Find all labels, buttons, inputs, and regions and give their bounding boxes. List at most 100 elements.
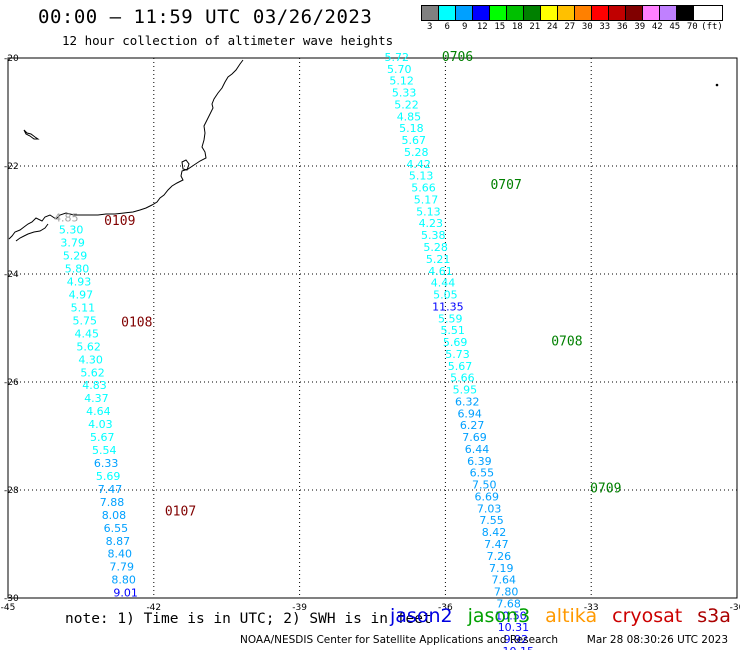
island-trindade <box>715 83 719 87</box>
color-swatch-42 <box>643 6 660 20</box>
swh-value: 7.55 <box>479 514 504 527</box>
time-label: 0108 <box>121 316 152 331</box>
swh-value: 7.69 <box>462 431 487 444</box>
swh-value: 5.75 <box>73 314 98 327</box>
swh-value: 5.59 <box>438 312 463 325</box>
swh-value: 5.17 <box>414 193 439 206</box>
lon-label: -30 <box>730 603 740 613</box>
swh-value: 4.85 <box>397 110 422 123</box>
coastline <box>8 59 719 242</box>
color-scale-tick: 6 <box>444 22 450 32</box>
swh-value: 5.28 <box>404 146 429 159</box>
swh-value: 6.33 <box>94 457 119 470</box>
swh-value: 4.44 <box>431 277 456 290</box>
swh-value: 4.30 <box>78 353 103 366</box>
color-swatch-70 <box>677 6 694 20</box>
swh-value: 6.55 <box>104 522 129 535</box>
swh-value: 7.79 <box>109 561 134 574</box>
color-scale-tick: 27 <box>564 22 576 32</box>
swh-value: 5.67 <box>90 431 115 444</box>
swh-value: 4.93 <box>67 276 92 289</box>
swh-value: 5.69 <box>443 336 468 349</box>
color-swatch-30 <box>575 6 592 20</box>
footer-note: note: 1) Time is in UTC; 2) SWH is in fe… <box>65 611 432 627</box>
time-label: 0709 <box>590 481 621 496</box>
lat-label: -20 <box>4 54 19 64</box>
swh-value: 5.67 <box>402 134 427 147</box>
color-swatch-3 <box>422 6 439 20</box>
swh-value: 4.64 <box>86 405 111 418</box>
swh-value: 11.35 <box>432 300 464 313</box>
swh-value: 8.08 <box>102 509 127 522</box>
swh-value: 6.39 <box>467 455 492 468</box>
color-scale-tick: 9 <box>462 22 468 32</box>
swh-value: 5.66 <box>450 372 475 385</box>
swh-value: 5.73 <box>445 348 470 361</box>
color-scale-tick: 24 <box>546 22 558 32</box>
time-label: 0107 <box>165 505 196 520</box>
color-swatch-33 <box>592 6 609 20</box>
swh-value: 10.15 <box>503 645 535 650</box>
swh-value: 5.13 <box>416 205 441 218</box>
swh-value: 5.54 <box>92 444 117 457</box>
swh-value: 5.18 <box>399 122 424 135</box>
swh-value: 7.50 <box>472 479 497 492</box>
color-scale-swatches <box>421 5 723 21</box>
lat-label: -22 <box>4 162 19 172</box>
swh-value: 5.51 <box>440 324 465 337</box>
swh-value: 7.26 <box>487 550 512 563</box>
swh-value: 5.67 <box>448 360 473 373</box>
swh-value: 5.66 <box>411 182 436 195</box>
swh-value: 10.50 <box>495 609 527 622</box>
color-swatch-27 <box>558 6 575 20</box>
time-label: 0109 <box>104 214 135 229</box>
lon-label: -42 <box>146 603 161 613</box>
swh-value: 4.37 <box>84 392 109 405</box>
swh-value: 3.79 <box>60 237 85 250</box>
swh-value: 7.88 <box>100 496 125 509</box>
color-scale-bar: 3 6 9 12 15 18 21 24 27 30 33 36 39 42 45 70 (ft) <box>421 5 723 32</box>
track-east: 5.725.705.125.335.224.855.185.675.284.42… <box>385 50 622 650</box>
color-scale-tick: 12 <box>476 22 488 32</box>
lon-label: -45 <box>1 603 16 613</box>
swh-value: 6.94 <box>457 407 482 420</box>
color-swatch-6 <box>439 6 456 20</box>
color-scale-tick: 70 <box>686 22 698 32</box>
swh-value: 7.80 <box>494 586 519 599</box>
color-swatch-36 <box>609 6 626 20</box>
color-swatch-9 <box>456 6 473 20</box>
altimeter-tracks: 4.855.303.795.295.804.934.975.115.754.45… <box>54 50 621 650</box>
map-grid: -20-22-24-26-28-30-45-42-39-36-33-30 <box>1 54 740 613</box>
satellite-legend: jason2 jason3 altika cryosat s3a <box>390 605 731 627</box>
swh-value: 7.47 <box>484 538 509 551</box>
swh-value: 9.01 <box>113 587 138 600</box>
coastline-bay <box>15 223 49 242</box>
swh-value: 8.40 <box>108 548 133 561</box>
swh-value: 5.62 <box>76 340 101 353</box>
swh-value: 5.11 <box>71 301 96 314</box>
swh-value: 5.22 <box>394 98 419 111</box>
swh-value: 6.69 <box>474 490 499 503</box>
swh-value: 7.03 <box>477 502 502 515</box>
color-scale-tick: 18 <box>511 22 523 32</box>
color-scale-labels: 3 6 9 12 15 18 21 24 27 30 33 36 39 42 45 70 (ft) <box>421 22 723 32</box>
swh-value: 4.23 <box>419 217 444 230</box>
swh-value: 5.95 <box>453 384 478 397</box>
lat-label: -30 <box>4 594 19 604</box>
legend-altika: altika <box>545 605 598 627</box>
lat-label: -28 <box>4 486 19 496</box>
color-swatch-21 <box>524 6 541 20</box>
legend-jason2: jason2 <box>390 605 453 627</box>
color-scale-tick: 21 <box>529 22 541 32</box>
color-scale-unit: (ft) <box>701 22 723 32</box>
color-swatch-24 <box>541 6 558 20</box>
color-scale-tick: 3 <box>427 22 433 32</box>
island-ilha-grande <box>23 129 40 140</box>
swh-value: 8.87 <box>106 535 131 548</box>
swh-value: 4.85 <box>54 211 79 224</box>
color-scale-tick: 42 <box>651 22 663 32</box>
swh-value: 6.55 <box>470 467 495 480</box>
color-swatch-45 <box>660 6 677 20</box>
swh-value: 5.28 <box>423 241 448 254</box>
